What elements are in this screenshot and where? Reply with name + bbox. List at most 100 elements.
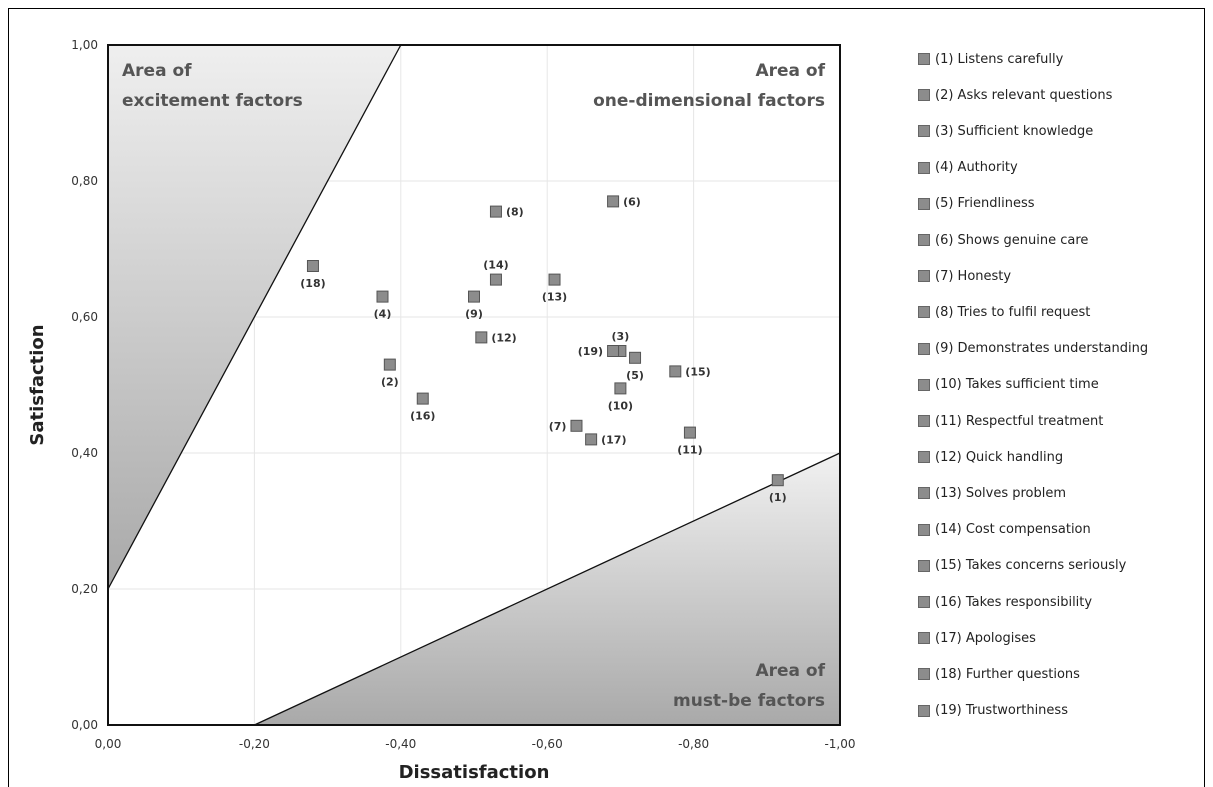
data-point [489, 273, 502, 286]
legend-swatch [918, 197, 930, 210]
x-tick-label: -0,20 [239, 737, 270, 751]
data-point [629, 351, 642, 364]
data-point [614, 382, 627, 395]
legend-item: (11) Respectful treatment [918, 412, 1103, 430]
legend-label: (4) Authority [935, 160, 1018, 176]
legend-label: (5) Friendliness [935, 196, 1035, 212]
legend-label: (10) Takes sufficient time [935, 377, 1099, 393]
y-tick-label: 0,80 [71, 174, 98, 188]
legend-item: (3) Sufficient knowledge [918, 122, 1093, 140]
legend-item: (8) Tries to fulfil request [918, 303, 1090, 321]
data-point-label: (6) [623, 195, 641, 208]
excitement-boundary-line [107, 44, 402, 590]
data-point [383, 358, 396, 371]
x-tick-label: -1,00 [824, 737, 855, 751]
data-point-label: (19) [578, 345, 603, 358]
data-point [669, 365, 682, 378]
must-be-area [254, 453, 840, 725]
data-point-label: (9) [465, 308, 483, 321]
legend-swatch [918, 378, 930, 391]
x-tick-label: -0,80 [678, 737, 709, 751]
legend-swatch [918, 559, 930, 572]
legend-label: (3) Sufficient knowledge [935, 123, 1094, 139]
legend-swatch [918, 523, 930, 536]
data-point-label: (1) [769, 491, 787, 504]
legend-item: (6) Shows genuine care [918, 231, 1088, 249]
legend-item: (2) Asks relevant questions [918, 86, 1112, 104]
legend-item: (5) Friendliness [918, 195, 1035, 213]
x-tick-label: 0,00 [95, 737, 122, 751]
y-axis-title: Satisfaction [27, 324, 48, 445]
legend-label: (6) Shows genuine care [935, 232, 1089, 248]
legend-label: (9) Demonstrates understanding [935, 341, 1149, 357]
must-be-boundary-line [254, 452, 841, 726]
legend-label: (1) Listens carefully [935, 51, 1064, 67]
data-point-label: (16) [410, 410, 435, 423]
legend-label: (17) Apologises [935, 630, 1036, 646]
legend-item: (14) Cost compensation [918, 521, 1091, 539]
data-point-label: (7) [549, 420, 567, 433]
x-tick-label: -0,40 [385, 737, 416, 751]
legend-label: (7) Honesty [935, 268, 1012, 284]
legend-swatch [918, 53, 930, 65]
data-point [306, 260, 319, 272]
x-tick-label: -0,60 [532, 737, 563, 751]
data-point [585, 433, 598, 446]
legend-item: (4) Authority [918, 159, 1018, 177]
legend-label: (8) Tries to fulfil request [935, 304, 1091, 320]
legend-item: (19) Trustworthiness [918, 702, 1068, 720]
y-tick-label: 1,00 [71, 38, 98, 52]
data-point-label: (17) [601, 433, 626, 446]
legend-item: (7) Honesty [918, 267, 1011, 285]
data-point-label: (12) [491, 331, 516, 344]
legend-label: (11) Respectful treatment [935, 413, 1104, 429]
y-tick-label: 0,60 [71, 310, 98, 324]
legend-item: (13) Solves problem [918, 484, 1066, 502]
data-point-label: (14) [483, 259, 508, 272]
axes: 0,00 0,20 0,40 0,60 0,80 1,00 0,00 -0,20 -0,40 -0… [27, 38, 856, 783]
excitement-area-label-line2: excitement factors [122, 91, 303, 111]
legend-swatch [918, 451, 930, 464]
legend-label: (16) Takes responsibility [935, 594, 1093, 610]
legend-swatch [918, 89, 930, 102]
x-axis-title: Dissatisfaction [399, 762, 550, 783]
data-point-label: (11) [677, 444, 702, 457]
legend-swatch [918, 125, 930, 138]
one-dimensional-area-label-line2: one-dimensional factors [593, 91, 825, 111]
data-point [376, 290, 389, 303]
legend-label: (2) Asks relevant questions [935, 87, 1113, 103]
legend-swatch [918, 306, 930, 319]
data-point [607, 345, 620, 357]
legend-swatch [918, 161, 930, 174]
legend-item: (12) Quick handling [918, 448, 1063, 466]
chart-frame [8, 8, 1205, 787]
data-point [570, 419, 583, 432]
data-point [771, 474, 784, 487]
data-point [416, 392, 429, 405]
legend-label: (12) Quick handling [935, 449, 1064, 465]
legend-item: (1) Listens carefully [918, 50, 1063, 68]
legend-swatch [918, 596, 930, 608]
legend-swatch [918, 668, 930, 681]
data-point-label: (5) [626, 369, 644, 382]
legend-item: (16) Takes responsibility [918, 593, 1092, 611]
y-tick-label: 0,40 [71, 446, 98, 460]
data-point-label: (8) [506, 206, 524, 219]
y-tick-label: 0,00 [71, 718, 98, 732]
legend-item: (10) Takes sufficient time [918, 376, 1099, 394]
legend-swatch [918, 632, 930, 645]
legend-item: (17) Apologises [918, 629, 1036, 647]
legend-label: (19) Trustworthiness [935, 703, 1068, 719]
excitement-area-label-line1: Area of [122, 61, 192, 81]
data-point-label: (10) [608, 399, 633, 412]
data-point [489, 205, 502, 218]
legend-swatch [918, 342, 930, 355]
legend-swatch [918, 487, 930, 500]
data-point-label: (13) [542, 291, 567, 304]
must-be-area-label-line2: must-be factors [673, 691, 825, 711]
data-point [468, 290, 480, 303]
must-be-area-label-line1: Area of [755, 661, 825, 681]
legend-label: (15) Takes concerns seriously [935, 558, 1127, 574]
legend-swatch [918, 270, 930, 283]
data-point [683, 426, 696, 439]
